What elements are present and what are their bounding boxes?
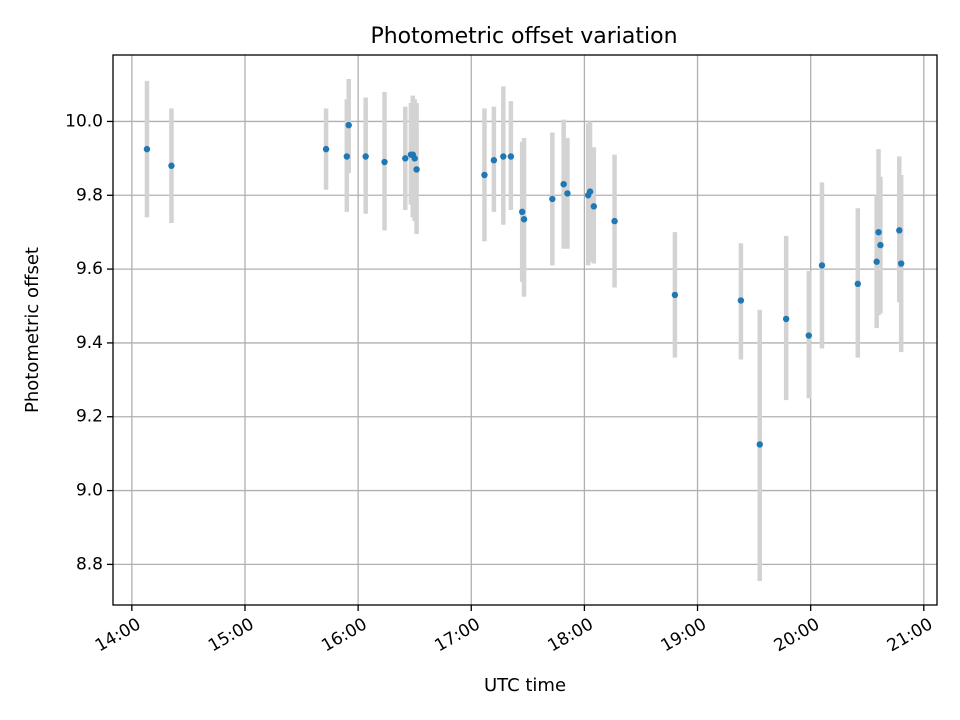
data-point — [896, 227, 903, 234]
x-tick-label: 15:00 — [205, 614, 257, 656]
y-tick-label: 9.6 — [76, 259, 103, 279]
data-point — [481, 171, 488, 179]
y-tick-label: 10.0 — [65, 111, 103, 131]
data-point — [381, 158, 388, 166]
data-point — [413, 166, 420, 173]
data-point — [873, 258, 880, 265]
data-point — [345, 121, 352, 129]
x-tick-label: 21:00 — [884, 614, 936, 656]
data-point — [877, 241, 884, 249]
data-point — [671, 291, 679, 299]
data-point — [611, 217, 618, 225]
y-tick-label: 9.4 — [76, 333, 103, 353]
y-tick-label: 9.2 — [76, 407, 103, 427]
data-point — [737, 297, 745, 304]
data-point — [500, 153, 507, 160]
data-point — [411, 155, 418, 162]
data-point — [518, 208, 526, 216]
data-point — [402, 155, 409, 162]
y-axis-ticks: 8.8 9.0 9.2 9.4 9.6 9.8 10.0 — [65, 111, 113, 574]
data-point — [168, 162, 175, 169]
data-point — [756, 441, 763, 448]
data-point — [586, 188, 594, 195]
data-point — [782, 315, 790, 323]
data-point — [854, 280, 862, 288]
x-axis-ticks: 14:00 15:00 16:00 17:00 18:00 19:00 20:00 21:00 — [92, 605, 936, 656]
y-tick-label: 9.0 — [76, 481, 103, 501]
x-tick-label: 18:00 — [544, 614, 596, 656]
x-tick-label: 14:00 — [92, 614, 144, 656]
data-point — [560, 180, 567, 188]
error-bars — [144, 78, 904, 582]
y-tick-label: 9.8 — [76, 185, 103, 205]
data-points — [143, 121, 905, 448]
data-point — [590, 203, 598, 210]
data-point — [897, 260, 905, 267]
data-point — [818, 262, 826, 269]
x-tick-label: 20:00 — [771, 614, 823, 656]
x-tick-label: 16:00 — [318, 614, 370, 656]
data-point — [143, 145, 151, 153]
chart-title: Photometric offset variation — [370, 24, 677, 49]
data-point — [549, 195, 556, 203]
y-axis-label: Photometric offset — [22, 247, 43, 413]
data-point — [875, 228, 882, 236]
data-point — [520, 216, 528, 223]
plot-frame — [112, 54, 938, 606]
x-tick-label: 17:00 — [431, 614, 483, 656]
data-point — [507, 153, 515, 160]
data-point — [805, 332, 812, 339]
data-point — [322, 145, 330, 153]
data-point — [490, 157, 498, 164]
data-point — [362, 153, 369, 160]
y-tick-label: 8.8 — [76, 554, 103, 574]
x-tick-label: 19:00 — [658, 614, 710, 656]
data-point — [564, 190, 571, 197]
data-point — [343, 153, 351, 160]
x-axis-label: UTC time — [484, 675, 566, 696]
grid-lines — [113, 55, 937, 605]
